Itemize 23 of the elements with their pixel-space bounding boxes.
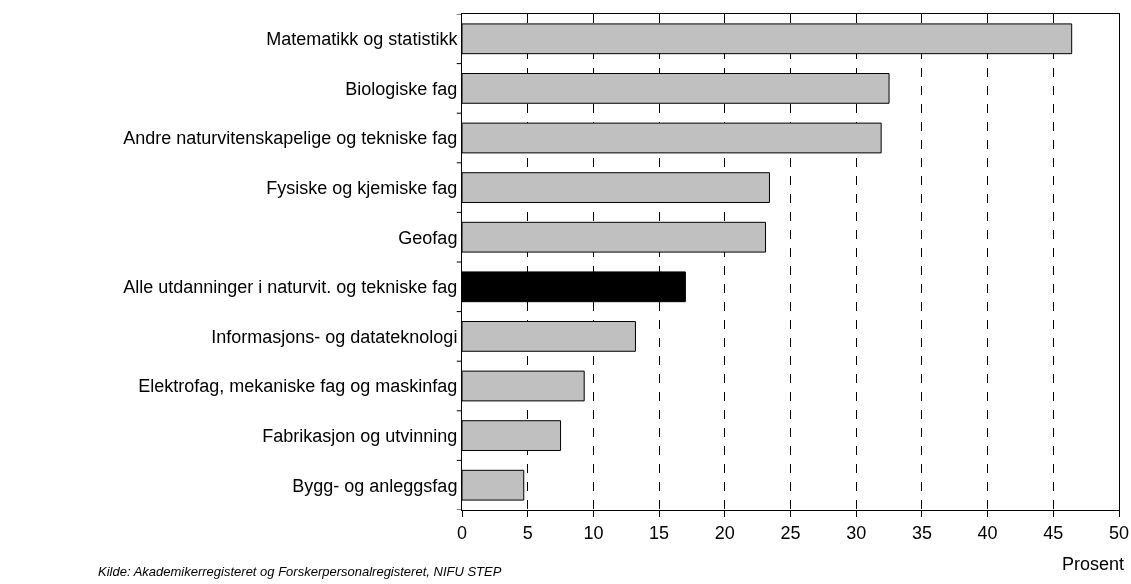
- y-tick-label: Biologiske fag: [345, 78, 458, 99]
- y-tick-label: Elektrofag, mekaniske fag og maskinfag: [138, 376, 458, 397]
- y-tick-label: Fabrikasjon og utvinning: [262, 425, 458, 446]
- y-tick-label: Bygg- og anleggsfag: [292, 475, 458, 496]
- y-tick-label: Alle utdanninger i naturvit. og tekniske fag: [123, 277, 458, 298]
- y-tick-label: Geofag: [398, 227, 458, 248]
- x-tick-label: 15: [649, 522, 670, 543]
- y-tick-label: Informasjons- og datateknologi: [211, 326, 458, 347]
- x-tick-label: 25: [780, 522, 801, 543]
- y-tick-label: Matematikk og statistikk: [266, 29, 459, 50]
- x-tick-label: 35: [911, 522, 932, 543]
- x-tick-label: 0: [456, 522, 468, 543]
- y-tick-label: Andre naturvitenskapelige og tekniske fag: [123, 128, 458, 149]
- x-tick-label: 20: [714, 522, 735, 543]
- x-axis-title: Prosent: [1062, 554, 1125, 574]
- text: Kilde: Akademikerregisteret og Forskerpersonalregisteret, NIFU STEP: [98, 564, 502, 579]
- x-tick-label: 40: [977, 522, 998, 543]
- y-tick-label: Fysiske og kjemiske fag: [266, 177, 458, 198]
- x-tick-label: 10: [583, 522, 604, 543]
- x-tick-label: 30: [846, 522, 867, 543]
- x-tick-label: 5: [522, 522, 533, 543]
- x-tick-label: 45: [1043, 522, 1064, 543]
- x-tick-label: 50: [1108, 522, 1130, 543]
